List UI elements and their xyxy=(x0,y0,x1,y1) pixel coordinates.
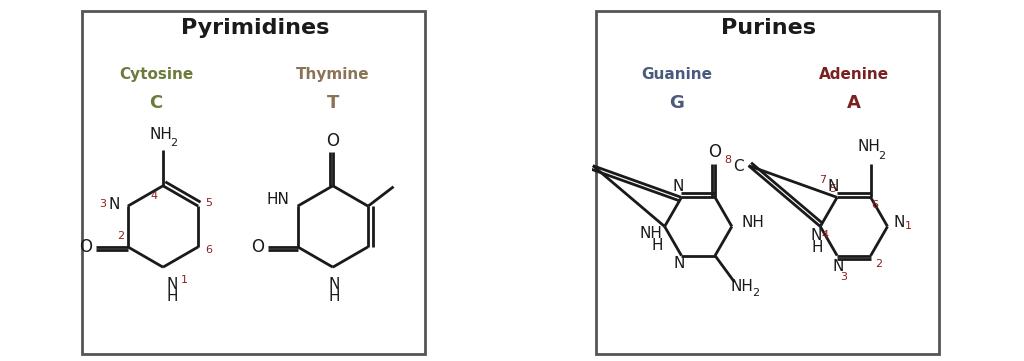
Text: Thymine: Thymine xyxy=(296,67,370,82)
Text: NH: NH xyxy=(741,215,765,230)
Text: 8: 8 xyxy=(725,155,731,165)
Text: 2: 2 xyxy=(874,260,882,269)
Text: O: O xyxy=(80,238,92,256)
Text: 1: 1 xyxy=(181,275,187,284)
Text: 5: 5 xyxy=(829,183,837,193)
Text: N: N xyxy=(894,215,905,230)
Text: Purines: Purines xyxy=(722,18,816,38)
Text: 4: 4 xyxy=(821,230,828,240)
Text: H: H xyxy=(652,239,664,253)
Text: N: N xyxy=(109,197,120,212)
Text: NH: NH xyxy=(150,127,173,142)
Text: 4: 4 xyxy=(151,191,158,201)
Text: C: C xyxy=(150,93,163,112)
Text: 1: 1 xyxy=(905,221,912,231)
Text: H: H xyxy=(812,240,823,255)
Text: Guanine: Guanine xyxy=(641,67,713,82)
FancyBboxPatch shape xyxy=(82,11,425,354)
Text: 3: 3 xyxy=(98,199,105,209)
Text: NH: NH xyxy=(857,139,881,154)
Text: H: H xyxy=(329,289,340,304)
Text: G: G xyxy=(670,93,684,112)
Text: N: N xyxy=(827,179,839,194)
Text: 6: 6 xyxy=(871,200,879,210)
Text: NH: NH xyxy=(730,279,753,294)
Text: O: O xyxy=(709,143,722,161)
Text: 6: 6 xyxy=(206,245,212,255)
Text: NH: NH xyxy=(639,226,662,241)
Text: A: A xyxy=(847,93,861,112)
Text: 3: 3 xyxy=(840,272,847,282)
Text: 5: 5 xyxy=(206,197,212,208)
Text: Pyrimidines: Pyrimidines xyxy=(181,18,329,38)
Text: T: T xyxy=(327,93,339,112)
Text: HN: HN xyxy=(266,192,290,207)
Text: O: O xyxy=(251,238,264,256)
Text: N: N xyxy=(672,179,684,194)
Text: 2: 2 xyxy=(170,138,177,148)
Text: O: O xyxy=(327,132,339,150)
Text: 7: 7 xyxy=(818,175,825,185)
Text: 2: 2 xyxy=(117,231,124,241)
Text: N: N xyxy=(166,277,177,292)
Text: N: N xyxy=(810,228,821,243)
Text: N: N xyxy=(329,277,340,292)
Text: N: N xyxy=(674,256,685,271)
FancyBboxPatch shape xyxy=(596,11,939,354)
Text: C: C xyxy=(733,159,744,174)
Text: Cytosine: Cytosine xyxy=(119,67,194,82)
Text: N: N xyxy=(833,259,844,274)
Text: H: H xyxy=(166,289,177,304)
Text: 2: 2 xyxy=(878,151,885,161)
Text: Adenine: Adenine xyxy=(819,67,889,82)
Text: 2: 2 xyxy=(753,288,759,299)
